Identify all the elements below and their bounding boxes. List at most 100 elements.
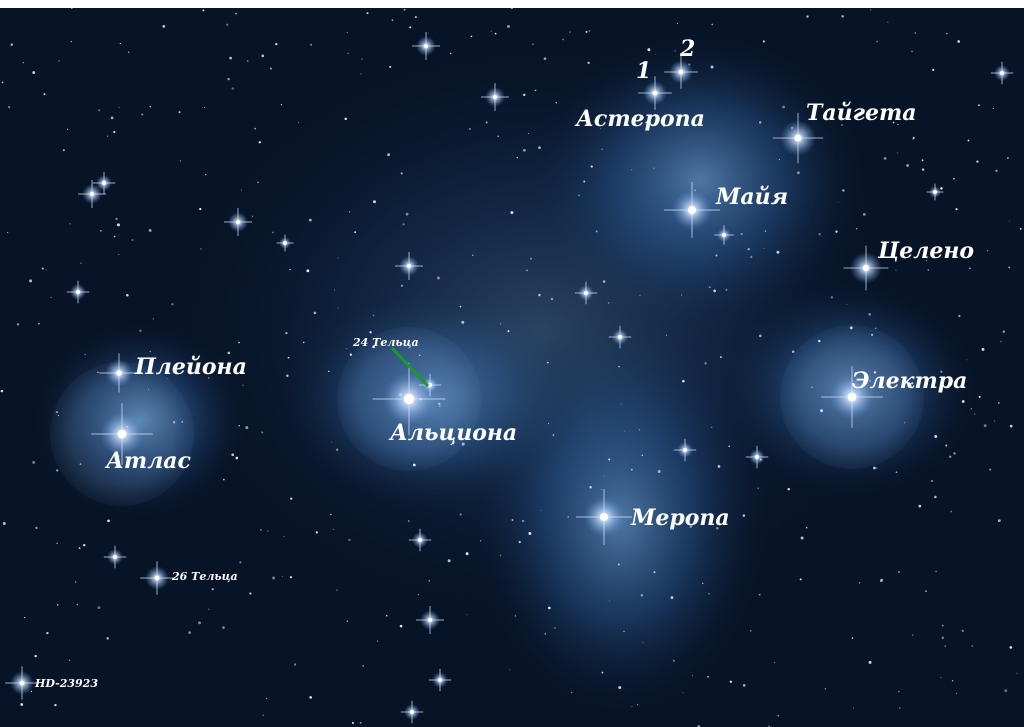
- star: [895, 270, 896, 271]
- star: [23, 62, 24, 63]
- star: [439, 405, 440, 406]
- star: [418, 538, 422, 542]
- star: [528, 133, 529, 134]
- star: [978, 104, 980, 106]
- star: [596, 230, 598, 232]
- star: [589, 30, 591, 32]
- star: [45, 269, 46, 270]
- star: [779, 159, 780, 160]
- star: [102, 181, 106, 185]
- star: [106, 637, 108, 639]
- star: [950, 511, 952, 513]
- star: [604, 476, 605, 477]
- star: [608, 459, 610, 461]
- star: [32, 71, 35, 74]
- star: [1004, 689, 1007, 692]
- star: [141, 114, 143, 116]
- star: [239, 425, 240, 426]
- star: [932, 69, 934, 71]
- star: [298, 122, 299, 123]
- star: [472, 255, 473, 256]
- star: [523, 94, 526, 97]
- star: [98, 109, 100, 111]
- star: [272, 576, 275, 579]
- star: [46, 632, 48, 634]
- star: [360, 722, 362, 724]
- star: [535, 90, 537, 92]
- star: [544, 633, 546, 635]
- star: [989, 469, 991, 471]
- star: [765, 230, 766, 231]
- star-label: Альциона: [388, 420, 517, 446]
- star: [806, 527, 808, 529]
- star: [955, 208, 957, 210]
- star: [523, 149, 526, 152]
- star: [643, 642, 644, 643]
- star: [180, 160, 181, 161]
- star: [369, 331, 371, 333]
- star: [283, 536, 284, 537]
- star: [683, 693, 684, 694]
- star: [377, 641, 378, 642]
- star: [998, 519, 1001, 522]
- star: [334, 290, 335, 291]
- star: [953, 452, 955, 454]
- star: [949, 456, 951, 458]
- star: [155, 576, 160, 581]
- star: [601, 672, 603, 674]
- star: [428, 618, 432, 622]
- star: [647, 48, 650, 51]
- star: [67, 129, 68, 130]
- star: [188, 631, 191, 634]
- star: [748, 248, 750, 250]
- star: [755, 455, 759, 459]
- star: [249, 592, 251, 594]
- star: [389, 66, 391, 68]
- star: [811, 386, 813, 388]
- star: [260, 529, 262, 531]
- star: [285, 332, 287, 334]
- star: [316, 531, 318, 533]
- star: [128, 52, 129, 53]
- star: [818, 233, 820, 235]
- star: [925, 590, 927, 592]
- star: [208, 609, 209, 610]
- star: [204, 107, 205, 108]
- star: [688, 206, 696, 214]
- star: [899, 707, 900, 708]
- star: [17, 323, 19, 325]
- star: [571, 692, 572, 693]
- star: [850, 326, 853, 329]
- star: [348, 539, 350, 541]
- star: [350, 354, 352, 356]
- star: [117, 223, 120, 226]
- star: [232, 87, 234, 89]
- star: [222, 626, 225, 629]
- star-label: 1: [636, 58, 651, 84]
- star: [601, 149, 602, 150]
- star: [11, 44, 13, 46]
- star: [336, 589, 337, 590]
- star: [349, 211, 350, 212]
- star: [75, 581, 77, 583]
- star: [928, 269, 930, 271]
- star-label: Астеропа: [574, 106, 705, 132]
- star: [942, 625, 944, 627]
- star: [404, 394, 414, 404]
- star: [764, 248, 765, 249]
- star: [876, 467, 877, 468]
- star: [288, 357, 290, 359]
- star: [373, 200, 376, 203]
- star: [1007, 157, 1009, 159]
- star: [631, 169, 632, 170]
- star: [272, 232, 274, 234]
- star: [530, 258, 532, 260]
- star: [460, 306, 462, 308]
- star: [491, 31, 492, 32]
- star: [722, 233, 726, 237]
- star: [787, 488, 790, 491]
- star: [541, 510, 542, 511]
- star: [863, 265, 869, 271]
- star: [438, 678, 442, 682]
- star: [58, 60, 59, 61]
